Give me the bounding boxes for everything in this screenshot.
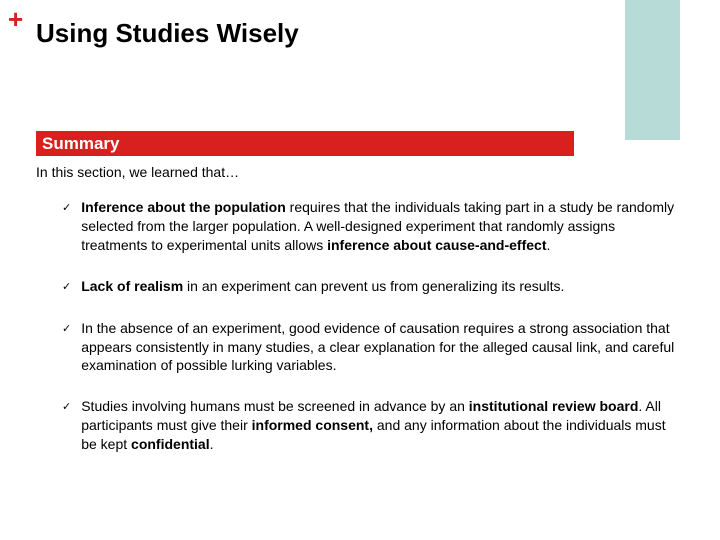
bullet-text: In the absence of an experiment, good ev… <box>81 319 680 376</box>
check-icon: ✓ <box>62 319 71 339</box>
list-item: ✓ Lack of realism in an experiment can pr… <box>62 277 680 297</box>
slide: + Using Studies Wisely Summary In this s… <box>0 0 720 540</box>
summary-label: Summary <box>42 134 119 154</box>
summary-bar: Summary <box>36 131 574 156</box>
accent-block <box>625 0 680 140</box>
bullet-text: Lack of realism in an experiment can pre… <box>81 277 680 296</box>
list-item: ✓ Inference about the population requires… <box>62 198 680 255</box>
list-item: ✓ In the absence of an experiment, good e… <box>62 319 680 376</box>
list-item: ✓ Studies involving humans must be screen… <box>62 397 680 454</box>
check-icon: ✓ <box>62 397 71 417</box>
bullet-text: Inference about the population requires … <box>81 198 680 255</box>
bullet-text: Studies involving humans must be screene… <box>81 397 680 454</box>
check-icon: ✓ <box>62 277 71 297</box>
page-title: Using Studies Wisely <box>36 18 299 49</box>
intro-text: In this section, we learned that… <box>36 164 239 180</box>
plus-icon: + <box>8 6 23 32</box>
bullet-list: ✓ Inference about the population requires… <box>62 198 680 476</box>
check-icon: ✓ <box>62 198 71 218</box>
